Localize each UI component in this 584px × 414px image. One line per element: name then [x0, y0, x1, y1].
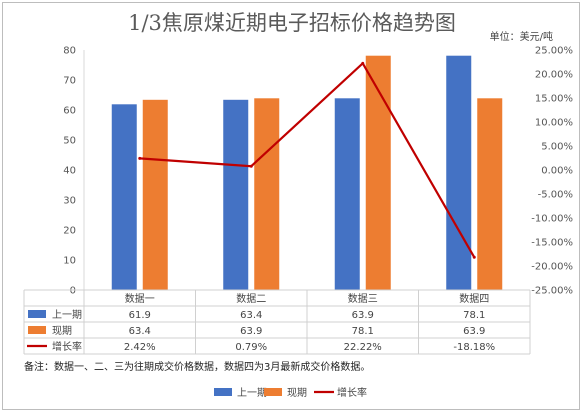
data-label: 2.42%: [124, 342, 156, 353]
right-tick-label: -15.00%: [531, 238, 573, 249]
left-axis-ticks: 0 10 20 30 40 50 60 70 80: [63, 46, 76, 297]
growth-rate-point: [138, 156, 142, 160]
right-tick-label: -5.00%: [538, 190, 573, 201]
bar-previous: [446, 55, 472, 291]
bar-previous: [223, 99, 249, 290]
growth-line-series: [138, 61, 476, 259]
table-series-key: [28, 310, 46, 318]
left-tick-label: 60: [63, 106, 76, 117]
legend-key: [264, 388, 282, 396]
growth-rate-point: [249, 164, 253, 168]
data-label: 63.9: [352, 310, 374, 321]
bar-series: [111, 55, 503, 291]
bar-current: [142, 99, 168, 290]
bar-current: [254, 98, 280, 290]
data-label: 63.9: [463, 326, 485, 337]
data-label: 63.4: [129, 326, 151, 337]
growth-rate-point: [361, 61, 365, 65]
right-tick-label: 15.00%: [535, 94, 573, 105]
right-tick-label: -10.00%: [531, 214, 573, 225]
right-tick-label: 10.00%: [535, 118, 573, 129]
data-label: 22.22%: [344, 342, 382, 353]
right-tick-label: -20.00%: [531, 262, 573, 273]
legend-label: 增长率: [337, 386, 367, 399]
growth-rate-line: [139, 61, 476, 258]
left-tick-label: 80: [63, 46, 76, 57]
left-tick-label: 70: [63, 76, 76, 87]
right-tick-label: 0.00%: [541, 166, 573, 177]
category-label: 数据一: [125, 292, 155, 305]
data-label: 63.4: [240, 310, 262, 321]
right-axis-ticks: -25.00% -20.00% -15.00% -10.00% -5.00% 0.00% 5…: [531, 46, 573, 297]
left-tick-label: 10: [63, 256, 76, 267]
left-tick-label: 30: [63, 196, 76, 207]
category-label: 数据二: [236, 292, 266, 305]
right-tick-label: 20.00%: [535, 70, 573, 81]
table-series-name: 现期: [52, 325, 72, 337]
right-tick-label: -25.00%: [531, 286, 573, 297]
category-label: 数据四: [459, 292, 489, 305]
table-series-key: [28, 326, 46, 334]
right-tick-label: 25.00%: [535, 46, 573, 57]
legend-label: 上一期: [237, 387, 267, 399]
chart-title: 1/3焦原煤近期电子招标价格趋势图: [128, 11, 456, 35]
chart-note: 备注：数据一、二、三为往期成交价格数据，数据四为3月最新成交价格数据。: [24, 360, 370, 373]
legend-label: 现期: [287, 387, 307, 399]
growth-rate-point: [472, 255, 476, 259]
category-label: 数据三: [348, 292, 378, 305]
bar-previous: [334, 98, 360, 290]
bar-current: [477, 98, 503, 290]
chart-frame: [2, 2, 580, 410]
table-series-name: 增长率: [52, 340, 82, 353]
left-tick-label: 0: [70, 286, 76, 297]
unit-label: 单位：美元/吨: [490, 30, 553, 43]
data-label: 0.79%: [235, 342, 267, 353]
data-label: 63.9: [240, 326, 262, 337]
data-label: 78.1: [352, 326, 374, 337]
legend-key: [214, 388, 232, 396]
data-label: 61.9: [129, 310, 151, 321]
chart-legend: 上一期 现期 增长率: [214, 386, 367, 399]
left-tick-label: 20: [63, 226, 76, 237]
bar-current: [365, 55, 391, 291]
right-tick-label: 5.00%: [541, 142, 573, 153]
bar-previous: [111, 104, 137, 290]
data-label: 78.1: [463, 310, 485, 321]
table-series-name: 上一期: [52, 309, 82, 321]
left-tick-label: 40: [63, 166, 76, 177]
left-tick-label: 50: [63, 136, 76, 147]
data-label: -18.18%: [453, 342, 495, 353]
